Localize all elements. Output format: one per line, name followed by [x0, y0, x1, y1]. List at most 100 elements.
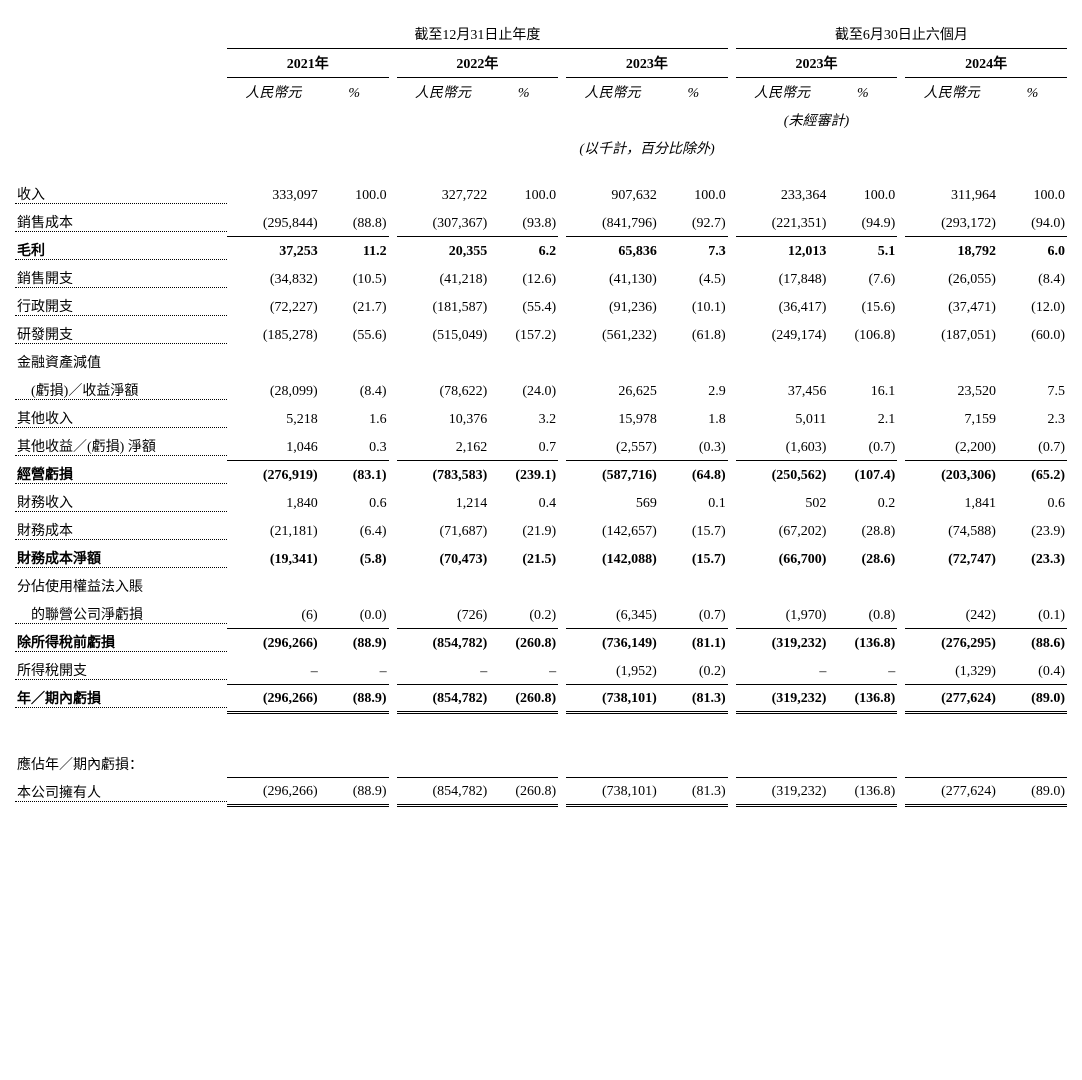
- cell-pct: [659, 348, 728, 376]
- row-label: 銷售開支: [15, 264, 227, 292]
- header-year: 2023年: [566, 49, 728, 78]
- cell-pct: 0.6: [320, 488, 389, 516]
- cell-pct: [998, 348, 1067, 376]
- header-group-annual: 截至12月31日止年度: [227, 20, 728, 49]
- cell-pct: (0.7): [659, 600, 728, 628]
- cell-pct: (15.7): [659, 544, 728, 572]
- cell-pct: (61.8): [659, 320, 728, 348]
- cell-pct: (0.7): [998, 432, 1067, 460]
- cell-value: (307,367): [397, 208, 490, 236]
- cell-value: (319,232): [736, 684, 829, 712]
- cell-value: (28,099): [227, 376, 320, 404]
- cell-value: (250,562): [736, 460, 829, 488]
- cell-value: (142,657): [566, 516, 659, 544]
- cell-value: (854,782): [397, 628, 490, 656]
- cell-pct: 1.6: [320, 404, 389, 432]
- row-label: 經營虧損: [15, 460, 227, 488]
- cell-pct: [489, 348, 558, 376]
- cell-pct: [320, 348, 389, 376]
- row-label: 毛利: [15, 236, 227, 264]
- cell-value: [905, 572, 998, 600]
- cell-pct: (6.4): [320, 516, 389, 544]
- cell-pct: (88.9): [320, 684, 389, 712]
- row-label: 行政開支: [15, 292, 227, 320]
- cell-value: –: [227, 656, 320, 684]
- cell-pct: 0.7: [489, 432, 558, 460]
- cell-pct: 7.5: [998, 376, 1067, 404]
- cell-value: (26,055): [905, 264, 998, 292]
- cell-pct: (0.7): [828, 432, 897, 460]
- cell-value: [736, 572, 829, 600]
- row-label: 年／期內虧損: [15, 684, 227, 712]
- cell-pct: –: [489, 656, 558, 684]
- cell-pct: (260.8): [489, 628, 558, 656]
- cell-value: (726): [397, 600, 490, 628]
- cell-value: 311,964: [905, 180, 998, 208]
- header-year: 2022年: [397, 49, 559, 78]
- cell-value: 1,214: [397, 488, 490, 516]
- cell-value: [397, 572, 490, 600]
- cell-pct: (0.1): [998, 600, 1067, 628]
- cell-pct: 100.0: [998, 180, 1067, 208]
- cell-value: (783,583): [397, 460, 490, 488]
- cell-value: (1,952): [566, 656, 659, 684]
- cell-pct: (106.8): [828, 320, 897, 348]
- row-label: 本公司擁有人: [15, 778, 227, 806]
- cell-value: (34,832): [227, 264, 320, 292]
- cell-pct: (64.8): [659, 460, 728, 488]
- row-label: 財務收入: [15, 488, 227, 516]
- cell-value: 1,046: [227, 432, 320, 460]
- cell-pct: (260.8): [489, 684, 558, 712]
- cell-value: (276,919): [227, 460, 320, 488]
- cell-value: 2,162: [397, 432, 490, 460]
- cell-value: (854,782): [397, 778, 490, 806]
- cell-pct: (21.9): [489, 516, 558, 544]
- row-label: 財務成本: [15, 516, 227, 544]
- cell-pct: (60.0): [998, 320, 1067, 348]
- cell-value: (72,747): [905, 544, 998, 572]
- cell-value: (67,202): [736, 516, 829, 544]
- cell-pct: (89.0): [998, 778, 1067, 806]
- cell-value: (181,587): [397, 292, 490, 320]
- cell-value: (21,181): [227, 516, 320, 544]
- cell-pct: (88.6): [998, 628, 1067, 656]
- cell-value: (19,341): [227, 544, 320, 572]
- header-currency: 人民幣元: [227, 78, 320, 107]
- cell-pct: (0.3): [659, 432, 728, 460]
- cell-value: (296,266): [227, 684, 320, 712]
- cell-value: (185,278): [227, 320, 320, 348]
- cell-pct: (4.5): [659, 264, 728, 292]
- cell-pct: (21.5): [489, 544, 558, 572]
- cell-value: (1,329): [905, 656, 998, 684]
- row-label: 研發開支: [15, 320, 227, 348]
- cell-value: (854,782): [397, 684, 490, 712]
- cell-value: (17,848): [736, 264, 829, 292]
- unit-note: (以千計，百分比除外): [227, 134, 1067, 162]
- cell-pct: 0.3: [320, 432, 389, 460]
- cell-value: 333,097: [227, 180, 320, 208]
- cell-pct: 0.4: [489, 488, 558, 516]
- cell-pct: 100.0: [320, 180, 389, 208]
- cell-value: [566, 348, 659, 376]
- row-label: 收入: [15, 180, 227, 208]
- cell-value: (72,227): [227, 292, 320, 320]
- cell-value: –: [397, 656, 490, 684]
- cell-value: (1,970): [736, 600, 829, 628]
- row-label: 除所得稅前虧損: [15, 628, 227, 656]
- cell-value: (587,716): [566, 460, 659, 488]
- cell-pct: (12.6): [489, 264, 558, 292]
- cell-value: (41,218): [397, 264, 490, 292]
- row-label: (虧損)／收益淨額: [15, 376, 227, 404]
- cell-value: (249,174): [736, 320, 829, 348]
- cell-value: (295,844): [227, 208, 320, 236]
- cell-value: (738,101): [566, 778, 659, 806]
- cell-pct: 0.6: [998, 488, 1067, 516]
- cell-value: (37,471): [905, 292, 998, 320]
- cell-pct: (15.7): [659, 516, 728, 544]
- row-label: 的聯營公司淨虧損: [15, 600, 227, 628]
- cell-pct: (0.2): [489, 600, 558, 628]
- row-label: 其他收入: [15, 404, 227, 432]
- cell-value: 327,722: [397, 180, 490, 208]
- cell-pct: 7.3: [659, 236, 728, 264]
- cell-pct: 0.2: [828, 488, 897, 516]
